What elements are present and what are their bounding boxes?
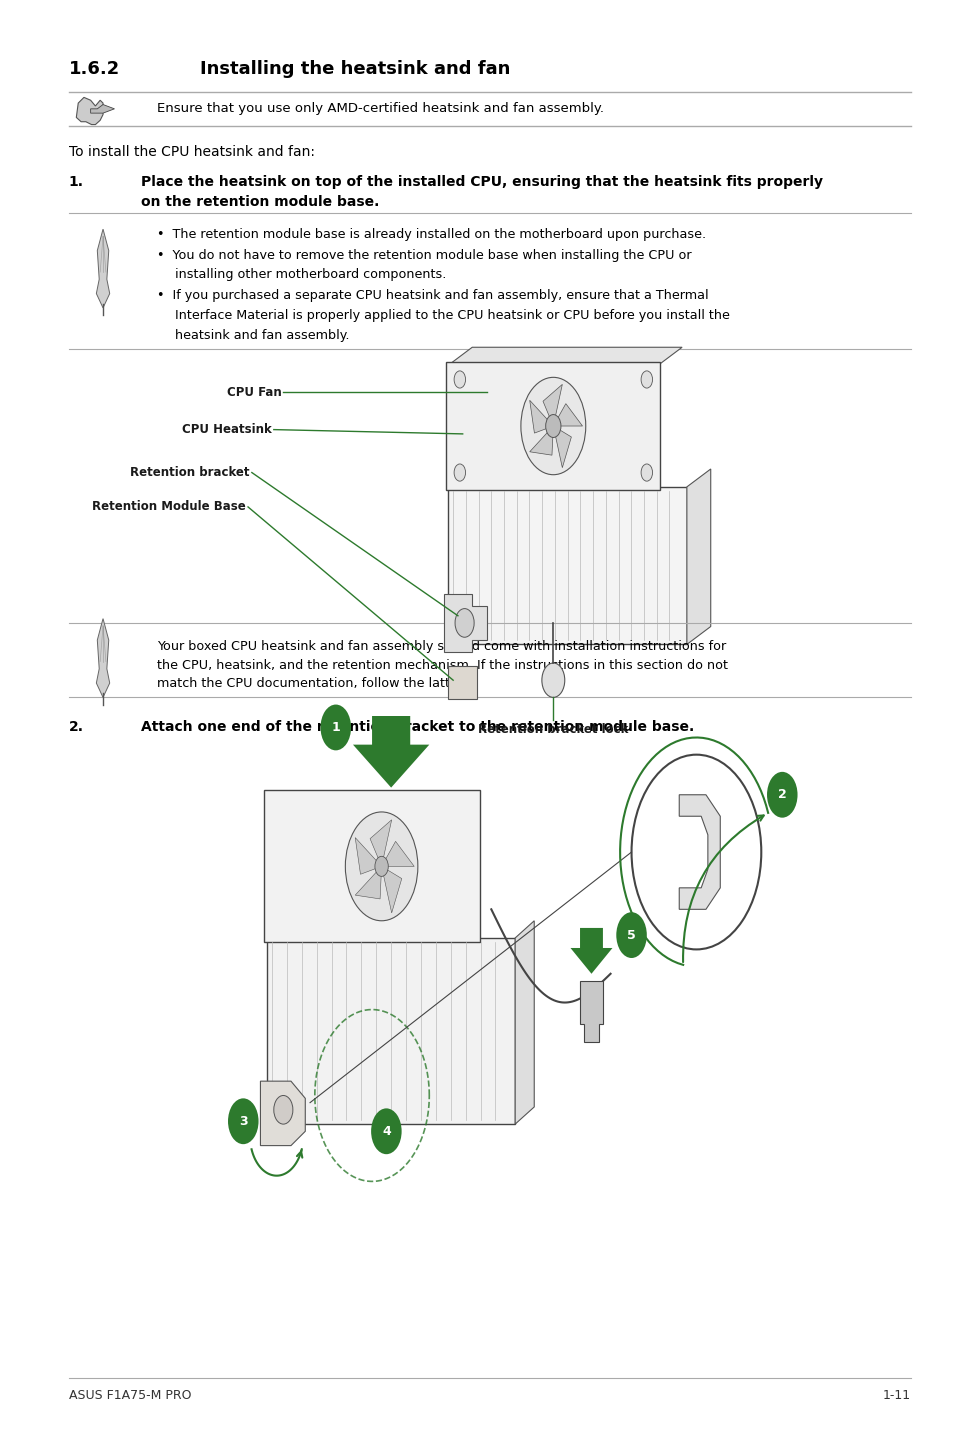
Circle shape <box>545 414 560 438</box>
Circle shape <box>616 912 646 958</box>
Polygon shape <box>260 1081 305 1146</box>
Circle shape <box>375 856 388 876</box>
Text: Retention bracket: Retention bracket <box>131 465 250 480</box>
Text: Your boxed CPU heatsink and fan assembly should come with installation instructi: Your boxed CPU heatsink and fan assembly… <box>157 640 726 653</box>
Polygon shape <box>529 401 553 432</box>
Text: on the retention module base.: on the retention module base. <box>141 195 379 209</box>
Polygon shape <box>381 866 401 914</box>
Text: Place the heatsink on top of the installed CPU, ensuring that the heatsink fits : Place the heatsink on top of the install… <box>141 175 822 189</box>
Text: the CPU, heatsink, and the retention mechanism. If the instructions in this sect: the CPU, heatsink, and the retention mec… <box>157 659 728 672</box>
Circle shape <box>766 772 797 818</box>
Text: •  If you purchased a separate CPU heatsink and fan assembly, ensure that a Ther: • If you purchased a separate CPU heatsi… <box>157 289 708 302</box>
Circle shape <box>454 371 465 388</box>
FancyBboxPatch shape <box>448 487 686 644</box>
Circle shape <box>274 1095 293 1124</box>
FancyBboxPatch shape <box>446 362 659 490</box>
Polygon shape <box>353 716 429 788</box>
Text: installing other motherboard components.: installing other motherboard components. <box>174 268 445 281</box>
Text: •  You do not have to remove the retention module base when installing the CPU o: • You do not have to remove the retentio… <box>157 249 691 262</box>
Text: 1-11: 1-11 <box>882 1389 910 1402</box>
Text: 1: 1 <box>331 720 340 735</box>
Text: CPU Heatsink: CPU Heatsink <box>182 422 272 437</box>
Polygon shape <box>579 981 602 1042</box>
Polygon shape <box>381 842 414 866</box>
Text: 4: 4 <box>381 1124 391 1138</box>
Polygon shape <box>96 619 110 697</box>
Text: 2.: 2. <box>69 720 84 735</box>
Text: heatsink and fan assembly.: heatsink and fan assembly. <box>174 329 349 342</box>
Circle shape <box>345 812 417 921</box>
Circle shape <box>371 1108 401 1154</box>
Circle shape <box>455 609 474 637</box>
Polygon shape <box>370 819 392 866</box>
Polygon shape <box>443 594 486 652</box>
Text: Attach one end of the retention bracket to the retention module base.: Attach one end of the retention bracket … <box>141 720 694 735</box>
Text: Retention Module Base: Retention Module Base <box>92 500 246 514</box>
Polygon shape <box>542 384 561 427</box>
Polygon shape <box>76 97 103 125</box>
FancyBboxPatch shape <box>264 790 479 942</box>
Polygon shape <box>553 427 571 468</box>
Polygon shape <box>553 404 582 427</box>
Text: 2: 2 <box>777 788 786 802</box>
Text: CPU Fan: CPU Fan <box>227 385 281 400</box>
Polygon shape <box>570 928 612 974</box>
Text: match the CPU documentation, follow the latter.: match the CPU documentation, follow the … <box>157 677 466 690</box>
Polygon shape <box>679 795 720 909</box>
Circle shape <box>454 464 465 481</box>
Text: Interface Material is properly applied to the CPU heatsink or CPU before you ins: Interface Material is properly applied t… <box>174 309 729 322</box>
Text: 3: 3 <box>238 1114 248 1128</box>
Circle shape <box>228 1098 258 1144</box>
Circle shape <box>320 705 351 750</box>
Circle shape <box>520 377 585 474</box>
Text: 5: 5 <box>626 928 636 942</box>
Text: 1.: 1. <box>69 175 84 189</box>
Polygon shape <box>529 427 553 455</box>
Circle shape <box>541 663 564 697</box>
Text: 1.6.2: 1.6.2 <box>69 60 120 79</box>
Circle shape <box>640 464 652 481</box>
Polygon shape <box>91 105 114 113</box>
Text: Retention bracket lock: Retention bracket lock <box>477 723 628 736</box>
Polygon shape <box>448 666 476 699</box>
Text: •  The retention module base is already installed on the motherboard upon purcha: • The retention module base is already i… <box>157 228 706 241</box>
Circle shape <box>631 755 760 949</box>
Polygon shape <box>515 921 534 1124</box>
Polygon shape <box>448 347 681 365</box>
Text: Ensure that you use only AMD-certified heatsink and fan assembly.: Ensure that you use only AMD-certified h… <box>157 102 604 116</box>
Circle shape <box>640 371 652 388</box>
Polygon shape <box>355 866 381 899</box>
Text: ASUS F1A75-M PRO: ASUS F1A75-M PRO <box>69 1389 191 1402</box>
Text: To install the CPU heatsink and fan:: To install the CPU heatsink and fan: <box>69 145 314 159</box>
Polygon shape <box>686 470 710 644</box>
Polygon shape <box>96 229 110 308</box>
FancyBboxPatch shape <box>267 938 515 1124</box>
Polygon shape <box>355 838 381 875</box>
Text: Installing the heatsink and fan: Installing the heatsink and fan <box>200 60 510 79</box>
